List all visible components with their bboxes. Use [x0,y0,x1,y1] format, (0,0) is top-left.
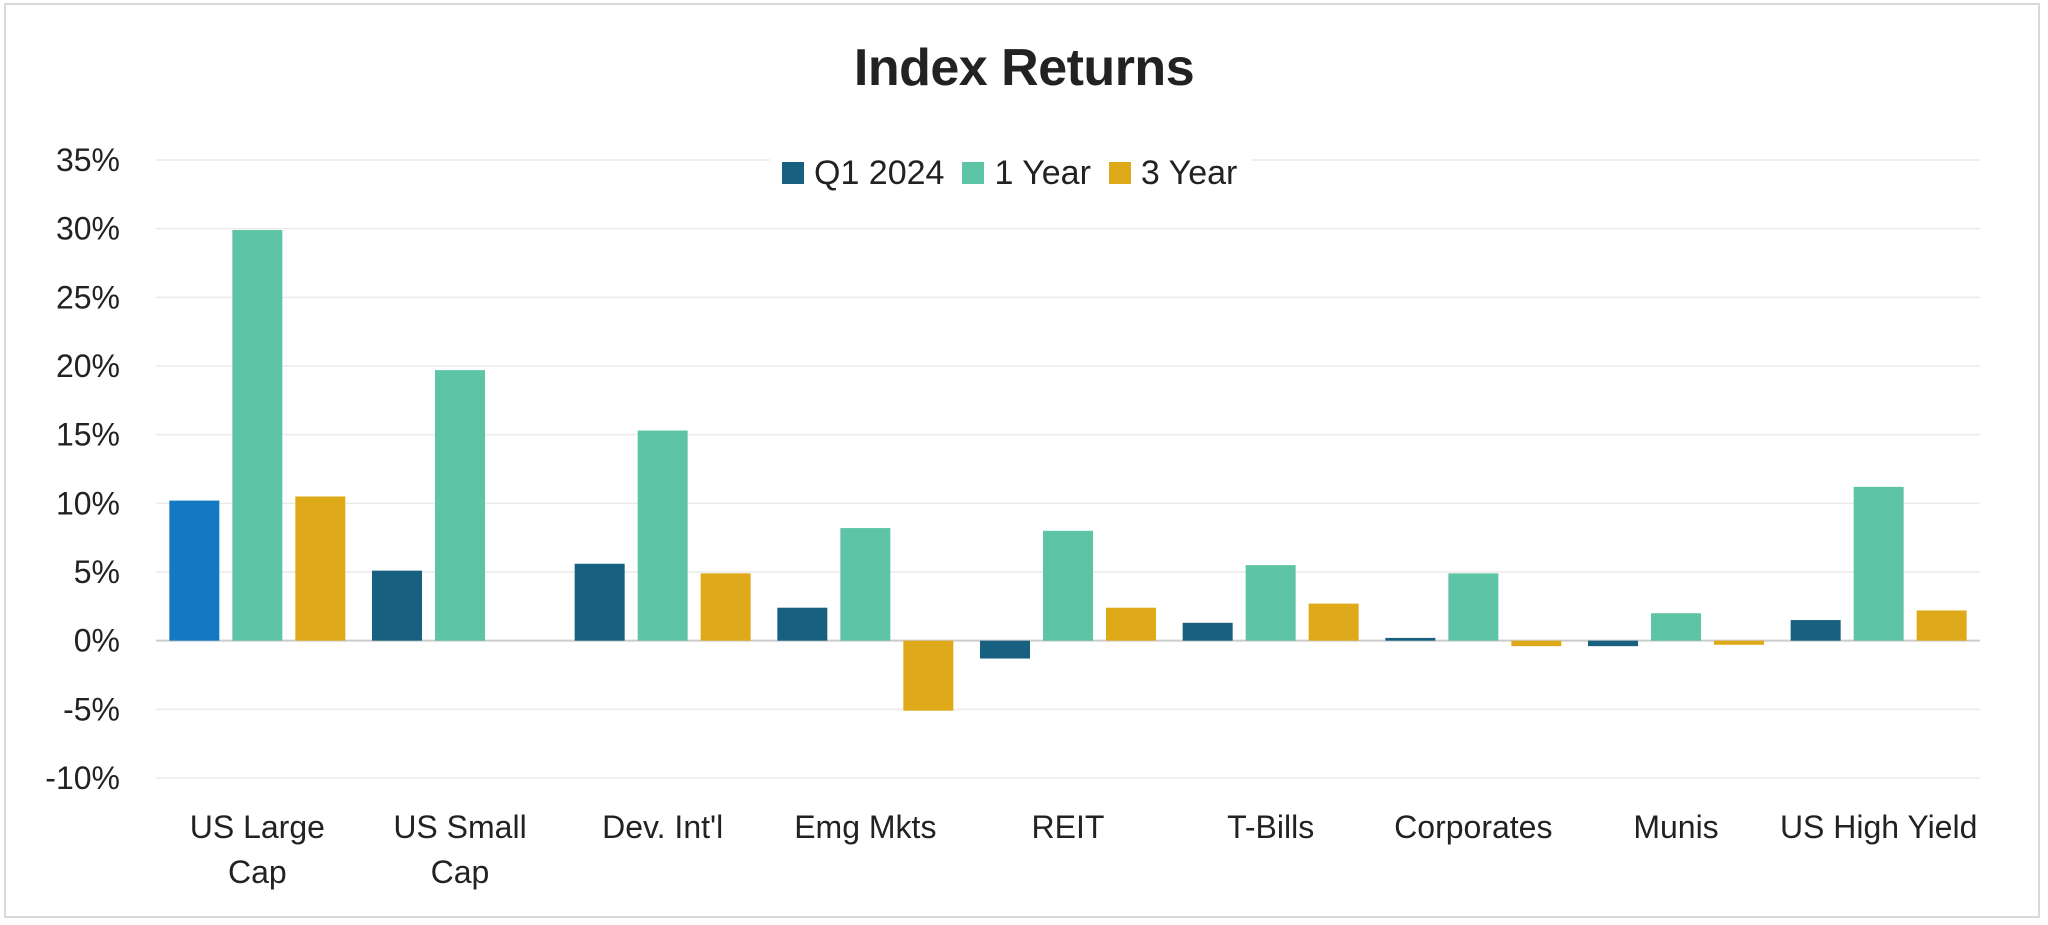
bar-1-year-0 [232,230,283,641]
bar-3-year-3 [903,640,954,711]
bar-q1-2024-0 [169,500,220,641]
x-tick-label: Cap [431,854,490,890]
x-tick-label: Corporates [1394,809,1552,845]
x-tick-label: T-Bills [1227,809,1314,845]
bar-1-year-5 [1245,565,1296,641]
y-tick-label: 35% [56,142,120,178]
bar-3-year-0 [295,496,346,641]
legend-swatch-1y [962,162,985,184]
bar-q1-2024-7 [1588,640,1638,647]
y-tick-label: 0% [74,623,120,659]
y-axis: 35% 30% 25% 20% 15% 10% 5% 0% -5% -10% [45,142,120,796]
chart-title: Index Returns [853,39,1195,97]
x-tick-label: US Large [190,809,325,845]
y-tick-label: 15% [56,417,120,453]
bar-q1-2024-4 [980,640,1030,659]
bar-3-year-6 [1511,640,1562,647]
bar-1-year-4 [1043,530,1093,641]
gridlines [156,159,1980,779]
legend-swatch-q1 [782,162,804,184]
legend-item-q1: Q1 2024 [782,154,944,193]
bar-q1-2024-8 [1790,620,1841,641]
y-tick-label: 30% [56,211,120,247]
bar-q1-2024-1 [372,570,422,641]
y-tick-label: 5% [74,554,120,590]
bar-1-year-8 [1853,486,1904,641]
legend-item-1y: 1 Year [962,153,1091,193]
x-tick-label: Cap [228,854,287,890]
legend: Q1 2024 1 Year 3 Year [770,148,1252,198]
x-tick-label: Munis [1633,809,1718,845]
bar-1-year-1 [435,370,485,641]
bar-q1-2024-6 [1385,637,1436,641]
bar-1-year-2 [637,430,688,641]
legend-label-3y: 3 Year [1140,153,1238,192]
x-tick-label: Emg Mkts [794,809,936,845]
bar-3-year-5 [1308,603,1359,641]
x-tick-label: REIT [1032,809,1105,845]
x-tick-label: US Small [393,809,526,845]
bar-3-year-4 [1106,607,1156,641]
legend-label-q1: Q1 2024 [814,153,945,192]
bar-3-year-2 [700,573,751,641]
bar-1-year-3 [840,528,891,641]
y-tick-label: 10% [56,485,120,521]
bar-q1-2024-5 [1182,622,1233,641]
x-tick-label: US High Yield [1780,809,1977,845]
legend-label-1y: 1 Year [994,153,1091,192]
legend-swatch-3y [1108,162,1131,184]
bar-1-year-6 [1448,573,1499,641]
bar-1-year-7 [1651,613,1701,641]
bars [169,230,1967,711]
y-tick-label: -5% [63,691,120,727]
y-tick-label: -10% [45,760,120,796]
bar-3-year-8 [1916,610,1967,641]
bar-3-year-7 [1714,640,1764,645]
y-tick-label: 25% [56,279,120,315]
x-axis: US Large Cap US Small Cap Dev. Int'l Emg Mkts… [190,809,1978,890]
bar-q1-2024-3 [777,607,828,641]
x-tick-label: Dev. Int'l [602,809,723,845]
bar-q1-2024-2 [574,563,625,641]
y-tick-label: 20% [56,348,120,384]
legend-item-3y: 3 Year [1108,153,1238,193]
